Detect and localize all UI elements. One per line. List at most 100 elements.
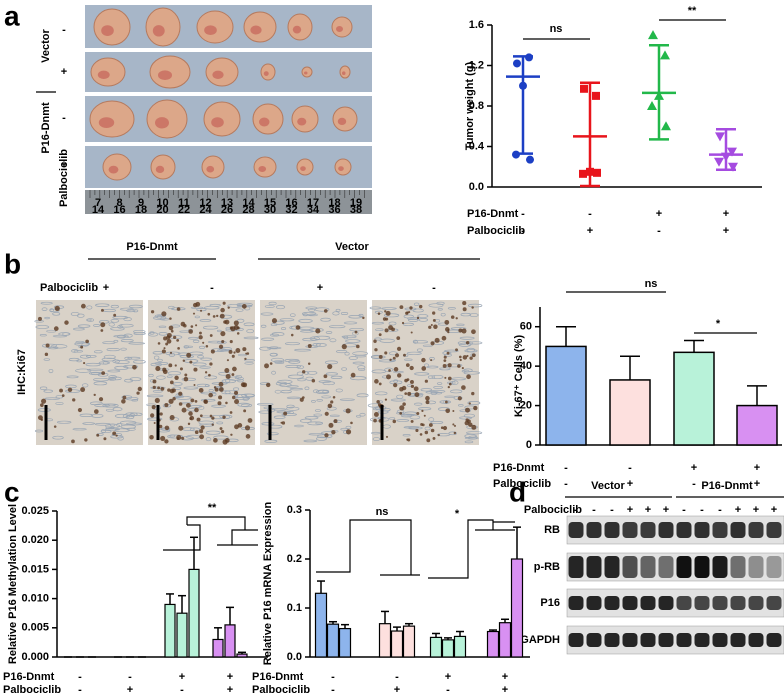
- stained-nucleus: [281, 421, 286, 425]
- blot-band: [730, 633, 746, 647]
- tissue-fiber: [350, 376, 367, 381]
- ruler-number: 14: [242, 197, 255, 209]
- tissue-fiber: [268, 301, 277, 306]
- stained-nucleus: [409, 306, 413, 310]
- stained-nucleus: [410, 419, 414, 423]
- condition-sign: -: [564, 462, 568, 474]
- stained-nucleus: [350, 372, 356, 378]
- tissue-fiber: [246, 329, 255, 334]
- tissue-fiber: [95, 303, 110, 307]
- y-tick-label: 0.4: [469, 140, 485, 152]
- tissue-fiber: [106, 347, 120, 352]
- tissue-fiber: [308, 433, 325, 436]
- significance-label: ns: [645, 278, 658, 290]
- stained-nucleus: [160, 435, 166, 442]
- stained-nucleus: [212, 315, 216, 318]
- stained-nucleus: [136, 391, 140, 395]
- stained-nucleus: [442, 363, 447, 368]
- stained-nucleus: [410, 331, 413, 334]
- data-point: [661, 121, 671, 131]
- tissue-fiber: [329, 325, 346, 329]
- stained-nucleus: [399, 405, 405, 411]
- stained-nucleus: [194, 399, 198, 403]
- panel-letter: c: [4, 476, 20, 507]
- tumor-spot: [259, 117, 270, 127]
- tissue-fiber: [104, 427, 120, 431]
- stained-nucleus: [229, 340, 233, 344]
- stained-nucleus: [218, 381, 224, 387]
- tumor-spot: [338, 166, 344, 172]
- tissue-fiber: [156, 375, 166, 380]
- y-tick-label: 0.005: [21, 622, 49, 634]
- stained-nucleus: [96, 433, 100, 437]
- tissue-fiber: [199, 366, 211, 369]
- significance-label: **: [688, 5, 697, 17]
- tissue-fiber: [39, 386, 48, 390]
- tissue-fiber: [463, 371, 480, 375]
- tissue-fiber: [101, 357, 116, 362]
- y-tick-label: 1.2: [469, 59, 484, 71]
- tissue-fiber: [390, 398, 406, 402]
- tissue-fiber: [46, 329, 57, 333]
- tissue-fiber: [257, 402, 274, 406]
- ruler-number: 13: [221, 197, 233, 209]
- stained-nucleus: [457, 396, 462, 401]
- tissue-fiber: [359, 412, 366, 417]
- tissue-fiber: [219, 314, 233, 319]
- stained-nucleus: [397, 373, 402, 378]
- stained-nucleus: [40, 403, 44, 407]
- stained-nucleus: [399, 386, 404, 392]
- tissue-fiber: [208, 388, 214, 393]
- tissue-fiber: [110, 326, 125, 331]
- condition-sign: +: [127, 684, 133, 694]
- stained-nucleus: [384, 351, 388, 355]
- stained-nucleus: [396, 346, 402, 351]
- ruler-number: 15: [264, 197, 276, 209]
- stained-nucleus: [466, 354, 469, 357]
- stained-nucleus: [471, 424, 477, 430]
- condition-sign: -: [657, 225, 661, 237]
- stained-nucleus: [458, 328, 463, 333]
- blot-band: [748, 633, 764, 647]
- tissue-fiber: [403, 426, 420, 429]
- tissue-fiber: [389, 417, 396, 420]
- stained-nucleus: [446, 351, 450, 355]
- blot-band: [586, 596, 602, 610]
- stained-nucleus: [177, 347, 180, 350]
- stained-nucleus: [447, 331, 450, 334]
- stained-nucleus: [445, 327, 450, 332]
- blot-band: [730, 556, 746, 578]
- stained-nucleus: [323, 374, 328, 379]
- tissue-fiber: [312, 343, 321, 347]
- tissue-fiber: [340, 312, 349, 315]
- stained-nucleus: [231, 354, 235, 358]
- stained-nucleus: [264, 363, 269, 369]
- tissue-fiber: [339, 398, 355, 401]
- ruler-number: 26: [221, 204, 233, 216]
- blot-band: [730, 522, 746, 538]
- tissue-fiber: [198, 405, 205, 410]
- stained-nucleus: [301, 396, 305, 399]
- tissue-fiber: [264, 305, 275, 308]
- condition-sign: +: [754, 462, 760, 474]
- photo-strip: [85, 146, 372, 188]
- tissue-fiber: [114, 360, 130, 365]
- tissue-fiber: [444, 349, 459, 353]
- ruler-number: 38: [350, 204, 362, 216]
- tissue-fiber: [464, 433, 477, 439]
- tissue-fiber: [322, 381, 336, 386]
- tissue-fiber: [459, 416, 473, 420]
- tissue-fiber: [414, 402, 423, 406]
- tissue-fiber: [77, 324, 91, 328]
- stained-nucleus: [447, 363, 452, 368]
- stained-nucleus: [174, 364, 177, 367]
- tissue-fiber: [286, 406, 300, 411]
- stained-nucleus: [426, 438, 431, 443]
- tissue-fiber: [192, 362, 207, 367]
- y-axis-label: Relative P16 mRNA Expression: [262, 502, 274, 666]
- stained-nucleus: [181, 436, 185, 440]
- stained-nucleus: [193, 367, 198, 372]
- tissue-fiber: [105, 426, 113, 430]
- tissue-fiber: [279, 318, 295, 322]
- stained-nucleus: [187, 422, 191, 426]
